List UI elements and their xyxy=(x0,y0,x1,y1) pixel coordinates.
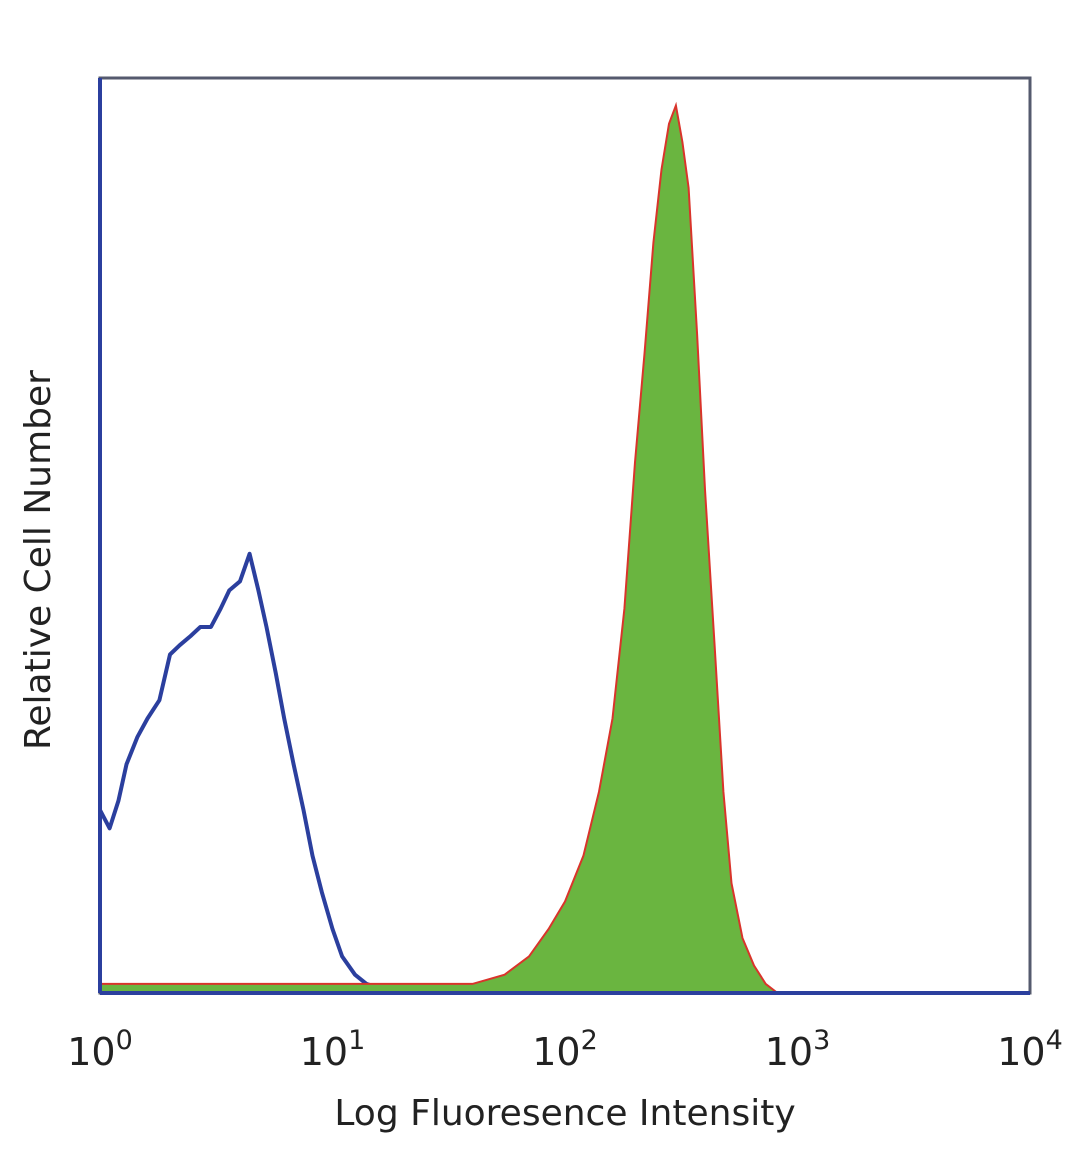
x-axis-label: Log Fluoresence Intensity xyxy=(334,1093,795,1134)
series-1-area xyxy=(100,105,787,993)
series-1-outline xyxy=(100,101,787,994)
x-tick-label-0: 100 xyxy=(67,1025,133,1074)
x-tick-label-2: 102 xyxy=(532,1025,598,1074)
x-tick-labels: 100 101 102 103 104 xyxy=(67,1025,1063,1074)
x-tick-label-3: 103 xyxy=(765,1025,831,1074)
x-tick-label-1: 101 xyxy=(300,1025,366,1074)
x-tick-label-4: 104 xyxy=(997,1025,1063,1074)
plot-area xyxy=(98,101,787,995)
y-axis-label: Relative Cell Number xyxy=(18,370,59,750)
series-0-line xyxy=(98,551,403,995)
plot-frame xyxy=(98,76,1032,995)
